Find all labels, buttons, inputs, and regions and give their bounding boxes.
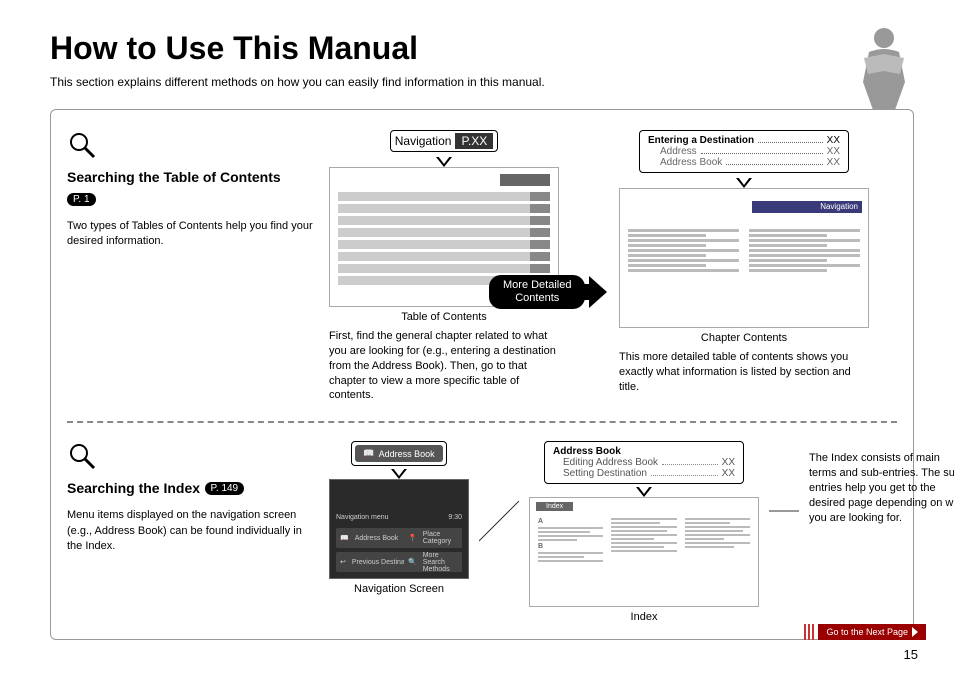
goto-next-button[interactable]: Go to the Next Page [818,624,926,640]
triangle-right-icon [912,627,918,637]
section1-body: Two types of Tables of Contents help you… [67,219,317,250]
reader-silhouette-icon [844,20,924,110]
toc-caption: Table of Contents [401,311,487,323]
callout-address-book: Address Book Editing Address Book XX Sett… [544,441,744,484]
page-number: 15 [904,647,918,662]
section-divider [67,421,897,423]
index-hdr: Index [536,502,573,511]
section1-pref: P. 1 [67,193,96,206]
callout-tail-icon [736,178,752,188]
nav-caption: Navigation Screen [354,583,444,595]
more-detailed-badge: More Detailed Contents [489,275,585,309]
nav-item4: More Search Methods [423,552,458,573]
toc-figure: Navigation P.XX Table of Contents First, [329,130,559,403]
nav-menu-label: Navigation menu [336,514,389,521]
index-thumbnail: Index AB [529,497,759,607]
ab-row1: Editing Address Book [563,457,658,468]
entry-row2-page: XX [827,157,840,168]
chapter-thumbnail: Navigation [619,188,869,328]
nav-time: 9:30 [448,514,462,521]
page-subtitle: This section explains different methods … [50,75,914,89]
callout-entries: Entering a Destination XX Address XX Addre… [639,130,849,173]
index-desc: The Index consists of main terms and sub… [809,451,954,525]
toc-desc: First, find the general chapter related … [329,329,559,403]
book-icon: 📖 [363,448,374,459]
chapter-desc: This more detailed table of contents sho… [619,350,869,395]
index-figure: Address Book Editing Address Book XX Sett… [529,441,759,623]
section-index: Searching the Index P. 149 Menu items di… [67,441,897,623]
section2-heading: Searching the Index [67,480,200,496]
callout-nav: Navigation P.XX [390,130,499,152]
chapter-figure: Entering a Destination XX Address XX Addre… [619,130,869,403]
ab-callout-title: Address Book [553,446,735,457]
entry-row2: Address Book [660,157,722,168]
callout-tail-icon [391,469,407,479]
magnifier-icon [67,441,97,471]
entry-title-page: XX [827,135,840,146]
ab-label: Address Book [379,449,435,459]
callout-tail-icon [636,487,652,497]
chapter-caption: Chapter Contents [701,332,787,344]
nav-item1: Address Book [355,535,399,542]
ab-row2: Setting Destination [563,468,647,479]
nav-strip: Navigation [752,201,862,213]
entry-row1: Address [660,146,697,157]
ab-row2-page: XX [722,468,735,479]
section-toc: Searching the Table of Contents P. 1 Two… [67,130,897,403]
page-title: How to Use This Manual [50,30,914,67]
entry-title: Entering a Destination [648,135,754,146]
section2-body: Menu items displayed on the navigation s… [67,508,317,554]
magnifier-icon [67,130,97,160]
ab-row1-page: XX [722,457,735,468]
section2-pref: P. 149 [205,482,245,495]
nav-screen-figure: 📖 Address Book Navigation menu 9:30 📖Add… [329,441,469,595]
index-caption: Index [631,611,658,623]
callout-nav-label: Navigation [395,134,452,148]
nav-screen-thumbnail: Navigation menu 9:30 📖Address Book 📍Plac… [329,479,469,579]
connector-line-icon [479,481,519,601]
entry-row1-page: XX [827,146,840,157]
callout-nav-page: P.XX [455,133,493,149]
content-box: Searching the Table of Contents P. 1 Two… [50,109,914,640]
manual-page: How to Use This Manual This section expl… [0,0,954,674]
goto-next-label: Go to the Next Page [826,627,908,637]
nav-item3: Place Category [423,531,458,545]
callout-tail-icon [436,157,452,167]
section1-heading: Searching the Table of Contents [67,169,317,185]
connector-line-icon [769,481,799,601]
